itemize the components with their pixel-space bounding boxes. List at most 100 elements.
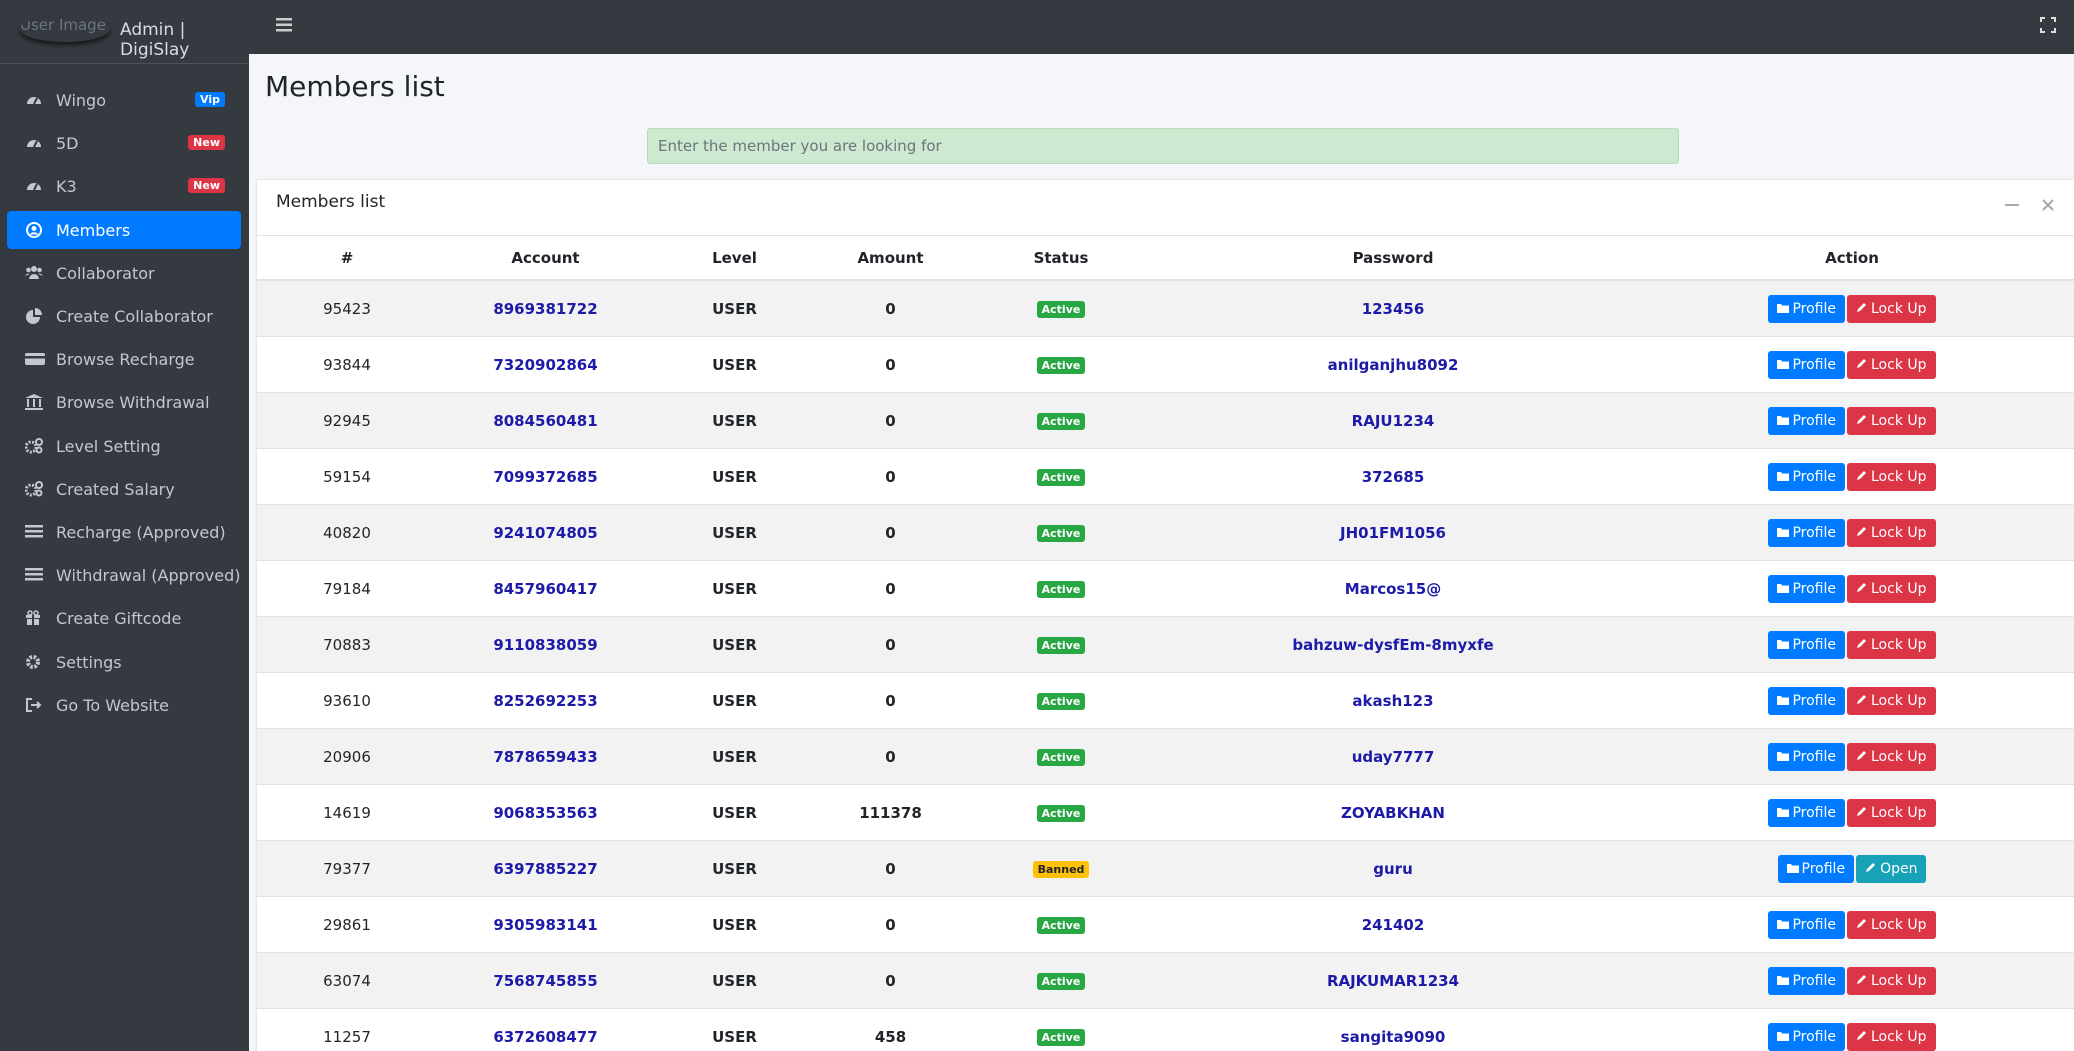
- card-title: Members list: [276, 192, 386, 212]
- search-input[interactable]: Enter the member you are looking for: [647, 128, 1679, 164]
- cell-action: Profile Lock Up: [1630, 560, 2074, 617]
- cell-account[interactable]: 7099372685: [437, 448, 654, 505]
- menu-item[interactable]: Create Giftcode: [7, 599, 241, 637]
- action-button[interactable]: Lock Up: [1847, 742, 1936, 771]
- button-label: Lock Up: [1871, 636, 1927, 653]
- cell-account[interactable]: 7878659433: [437, 728, 654, 785]
- action-button[interactable]: Profile: [1768, 742, 1845, 771]
- menu-item[interactable]: Browse Withdrawal: [7, 383, 241, 421]
- cell-level: USER: [654, 784, 815, 841]
- column-header: Password: [1156, 235, 1630, 281]
- action-button[interactable]: Open: [1856, 854, 1927, 883]
- cell-level: USER: [654, 560, 815, 617]
- cell-account[interactable]: 7320902864: [437, 336, 654, 393]
- action-button[interactable]: Profile: [1768, 798, 1845, 827]
- cell-amount: 0: [815, 896, 966, 953]
- cell-level: USER: [654, 448, 815, 505]
- action-button[interactable]: Profile: [1777, 854, 1855, 883]
- action-button[interactable]: Lock Up: [1847, 518, 1936, 547]
- header-row: # Account Level Amount Status Password Action: [257, 235, 2074, 281]
- menu-item[interactable]: Wingo Vip: [7, 81, 241, 119]
- cell-account[interactable]: 9305983141: [437, 896, 654, 953]
- status-badge: Active: [1036, 525, 1086, 542]
- close[interactable]: [2042, 199, 2054, 211]
- action-button[interactable]: Profile: [1768, 406, 1845, 435]
- action-button[interactable]: Lock Up: [1847, 406, 1936, 435]
- action-button[interactable]: Profile: [1768, 518, 1845, 547]
- cell-account[interactable]: 8084560481: [437, 392, 654, 449]
- cell-status: Active: [966, 952, 1156, 1009]
- menu-item[interactable]: Withdrawal (Approved): [7, 556, 241, 594]
- brand[interactable]: User Image Admin | DigiSlay: [0, 0, 249, 64]
- column-header: Amount: [815, 235, 966, 281]
- action-button[interactable]: Profile: [1768, 574, 1845, 603]
- button-label: Lock Up: [1871, 748, 1927, 765]
- action-button[interactable]: Profile: [1768, 630, 1845, 659]
- button-icon: [1857, 526, 1866, 536]
- menu-icon: [26, 610, 40, 626]
- cell-account[interactable]: 9241074805: [437, 504, 654, 561]
- action-button[interactable]: Lock Up: [1847, 686, 1936, 715]
- menu-item[interactable]: Browse Recharge: [7, 340, 241, 378]
- cell-account[interactable]: 6397885227: [437, 840, 654, 897]
- menu-item[interactable]: 5D New: [7, 124, 241, 162]
- menu-item[interactable]: Create Collaborator: [7, 297, 241, 335]
- button-icon: [1777, 975, 1790, 985]
- menu-label: Create Giftcode: [56, 609, 182, 629]
- cell-account[interactable]: 9068353563: [437, 784, 654, 841]
- button-icon: [1857, 694, 1866, 704]
- menu-item[interactable]: Created Salary: [7, 470, 241, 508]
- cell-password: RAJU1234: [1156, 392, 1630, 449]
- cell-account[interactable]: 7568745855: [437, 952, 654, 1009]
- cell-account[interactable]: 6372608477: [437, 1008, 654, 1051]
- menu-item[interactable]: K3 New: [7, 167, 241, 205]
- hamburger[interactable]: [276, 18, 292, 32]
- status-badge: Active: [1036, 469, 1086, 486]
- action-button[interactable]: Lock Up: [1847, 1022, 1936, 1051]
- cell-account[interactable]: 9110838059: [437, 616, 654, 673]
- cell-level: USER: [654, 504, 815, 561]
- action-button[interactable]: Lock Up: [1847, 574, 1936, 603]
- cell-account[interactable]: 8969381722: [437, 279, 654, 337]
- menu-item[interactable]: Settings: [7, 643, 241, 681]
- menu-label: Created Salary: [56, 479, 175, 499]
- button-label: Lock Up: [1871, 972, 1927, 989]
- table-row: 70883 9110838059 USER 0 Active bahzuw-dysfEm-…: [257, 616, 2074, 673]
- action-button[interactable]: Lock Up: [1847, 294, 1936, 323]
- action-button[interactable]: Profile: [1768, 462, 1845, 491]
- action-button[interactable]: Lock Up: [1847, 910, 1936, 939]
- action-button[interactable]: Lock Up: [1847, 350, 1936, 379]
- action-button[interactable]: Profile: [1768, 686, 1845, 715]
- fullscreen[interactable]: [2040, 17, 2056, 33]
- action-button[interactable]: Lock Up: [1847, 798, 1936, 827]
- cell-account[interactable]: 8457960417: [437, 560, 654, 617]
- menu-label: Go To Website: [56, 695, 169, 715]
- button-icon: [1857, 638, 1866, 648]
- action-button[interactable]: Profile: [1768, 294, 1845, 323]
- menu-item[interactable]: Recharge (Approved): [7, 513, 241, 551]
- action-button[interactable]: Profile: [1768, 1022, 1845, 1051]
- table-row: 40820 9241074805 USER 0 Active JH01FM1056 Prof…: [257, 504, 2074, 561]
- table-row: 95423 8969381722 USER 0 Active 123456 Profile L…: [257, 279, 2074, 337]
- button-icon: [1857, 974, 1866, 984]
- cell-id: 40820: [257, 504, 437, 561]
- action-button[interactable]: Lock Up: [1847, 966, 1936, 995]
- menu-item[interactable]: Members: [7, 210, 241, 249]
- action-button[interactable]: Profile: [1768, 350, 1845, 379]
- menu-item[interactable]: Go To Website: [7, 686, 241, 724]
- action-button[interactable]: Profile: [1768, 966, 1845, 995]
- action-button[interactable]: Lock Up: [1847, 462, 1936, 491]
- cell-amount: 0: [815, 840, 966, 897]
- cell-action: Profile Lock Up: [1630, 504, 2074, 561]
- action-button[interactable]: Lock Up: [1847, 630, 1936, 659]
- cell-level: USER: [654, 672, 815, 729]
- menu-item[interactable]: Collaborator: [7, 254, 241, 292]
- menu-icon: [27, 140, 41, 148]
- button-icon: [1857, 302, 1866, 312]
- menu-item[interactable]: Level Setting: [7, 427, 241, 465]
- cell-account[interactable]: 8252692253: [437, 672, 654, 729]
- button-label: Profile: [1792, 636, 1836, 653]
- collapse[interactable]: [2005, 204, 2019, 208]
- action-button[interactable]: Profile: [1768, 910, 1845, 939]
